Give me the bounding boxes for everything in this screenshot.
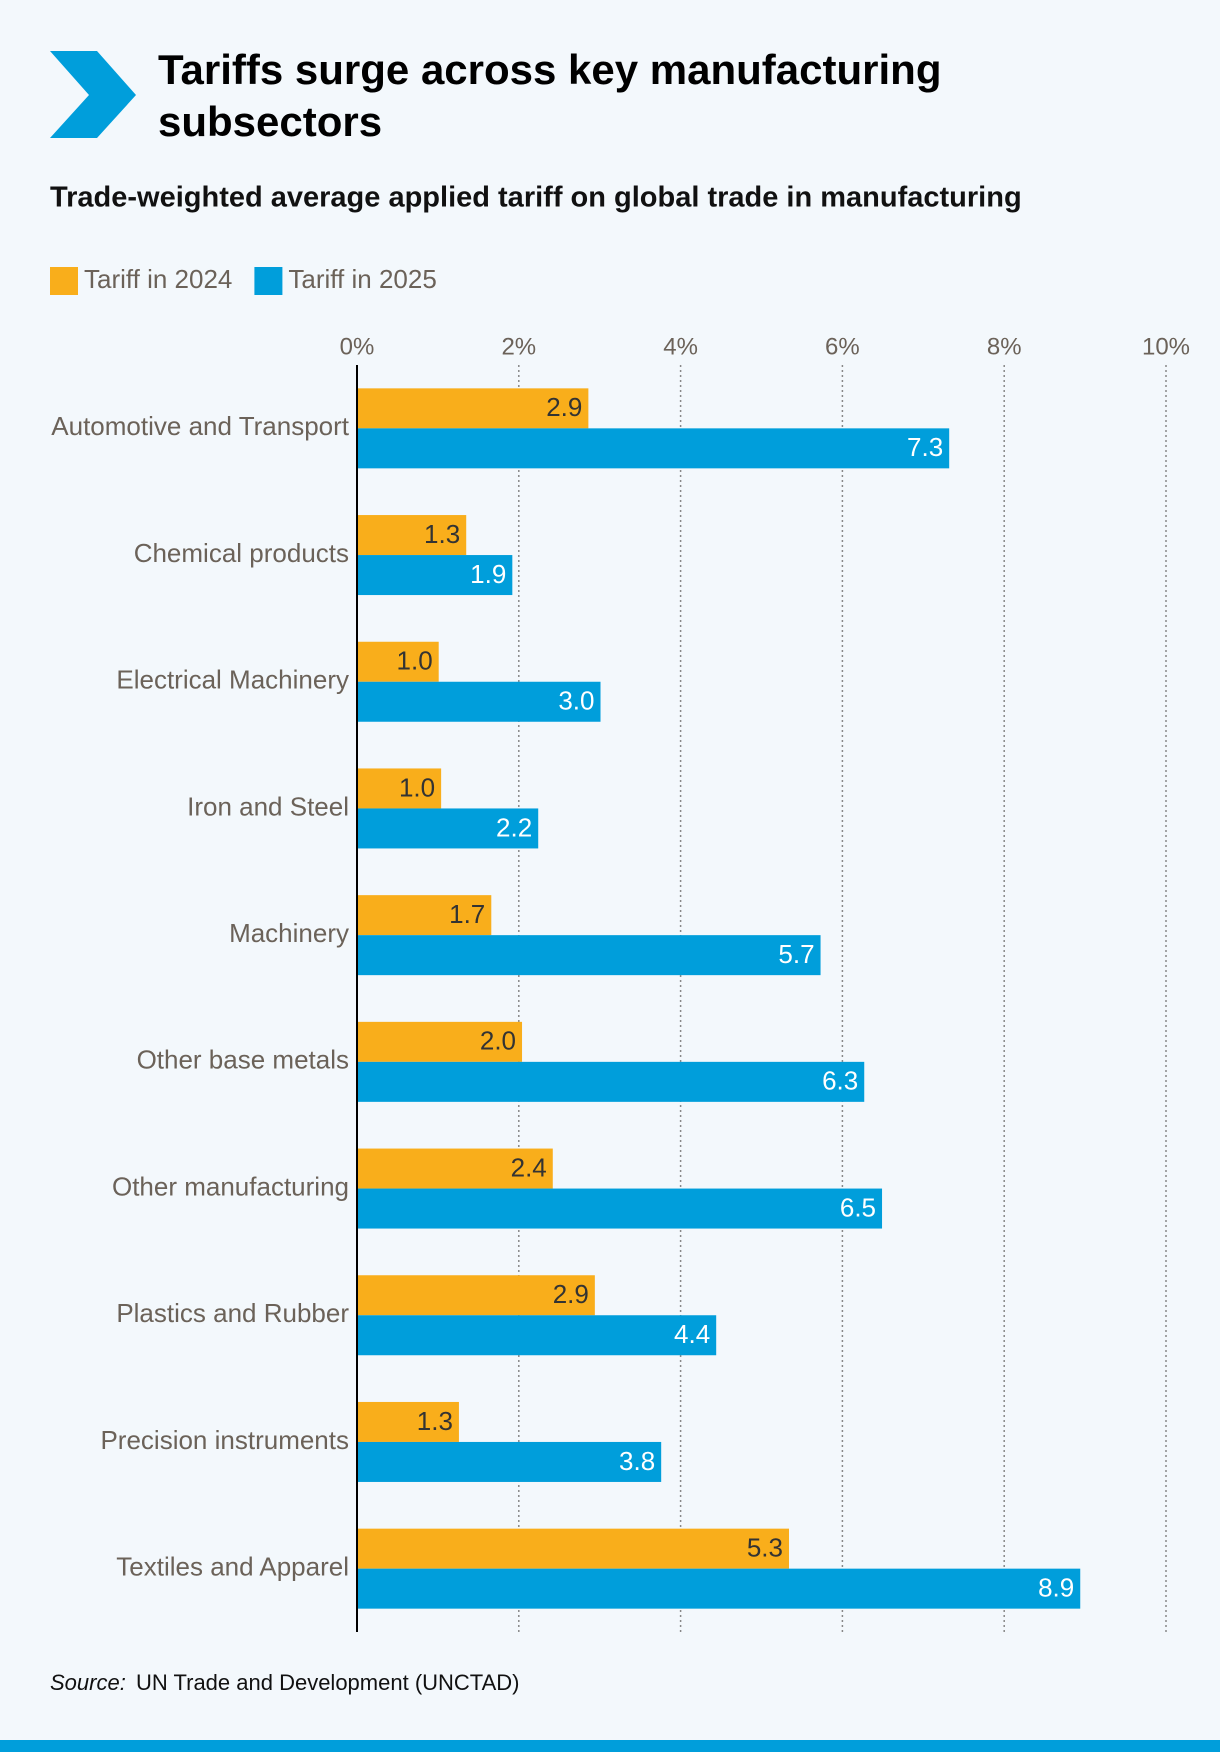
bar	[357, 1275, 595, 1316]
bottom-rule	[0, 1740, 1220, 1752]
legend-label: Tariff in 2024	[84, 264, 232, 294]
x-tick-label: 2%	[501, 333, 536, 360]
bar	[357, 1441, 662, 1482]
bar	[357, 808, 539, 849]
value-label: 6.5	[840, 1192, 876, 1222]
bar	[357, 935, 821, 976]
category-label: Textiles and Apparel	[116, 1552, 349, 1582]
bar	[357, 1021, 523, 1062]
bar	[357, 1315, 717, 1356]
legend-swatch	[50, 267, 78, 295]
value-label: 2.0	[480, 1026, 516, 1056]
bar	[357, 1061, 865, 1102]
category-label: Electrical Machinery	[116, 665, 349, 695]
bar	[357, 1528, 790, 1569]
source: UN Trade and Development (UNCTAD)	[136, 1670, 520, 1695]
bar	[357, 768, 442, 809]
value-label: 2.2	[496, 812, 532, 842]
bar	[357, 681, 601, 722]
chart-title: Tariffs surge across key manufacturing s…	[158, 46, 942, 145]
bar	[357, 895, 492, 936]
bar	[357, 388, 589, 429]
category-label: Automotive and Transport	[51, 411, 349, 441]
value-label: 1.3	[424, 519, 460, 549]
bar	[357, 515, 467, 556]
value-label: 1.7	[449, 899, 485, 929]
category-label: Iron and Steel	[187, 791, 349, 821]
legend-swatch	[254, 267, 283, 295]
chevron-icon	[50, 51, 136, 138]
category-label: Precision instruments	[100, 1425, 349, 1455]
value-label: 2.4	[511, 1152, 547, 1182]
chart-subtitle: Trade-weighted average applied tariff on…	[50, 182, 1022, 214]
value-label: 4.4	[674, 1319, 710, 1349]
value-label: 1.9	[470, 559, 506, 589]
legend-label: Tariff in 2025	[288, 264, 436, 294]
category-label: Chemical products	[134, 538, 349, 568]
bar	[357, 428, 950, 469]
value-label: 3.8	[619, 1446, 655, 1476]
bar	[357, 641, 439, 682]
category-label: Plastics and Rubber	[116, 1298, 349, 1328]
x-tick-label: 6%	[825, 333, 860, 360]
x-tick-label: 0%	[340, 333, 375, 360]
bar	[357, 1148, 553, 1189]
value-label: 3.0	[558, 686, 594, 716]
value-label: 8.9	[1038, 1573, 1074, 1603]
value-label: 5.3	[747, 1533, 783, 1563]
bar	[357, 1568, 1081, 1609]
value-label: 1.3	[417, 1406, 453, 1436]
value-label: 5.7	[778, 939, 814, 969]
category-label: Other manufacturing	[112, 1171, 349, 1201]
x-tick-label: 8%	[987, 333, 1022, 360]
value-label: 2.9	[546, 392, 582, 422]
value-label: 7.3	[907, 432, 943, 462]
x-tick-label: 10%	[1142, 333, 1190, 360]
category-label: Machinery	[229, 918, 349, 948]
category-label: Other base metals	[137, 1045, 349, 1075]
value-label: 1.0	[399, 772, 435, 802]
value-label: 6.3	[822, 1066, 858, 1096]
value-label: 2.9	[553, 1279, 589, 1309]
source-label: Source:	[50, 1670, 126, 1695]
bar	[357, 1401, 459, 1442]
bar	[357, 555, 513, 596]
bar	[357, 1188, 883, 1229]
x-tick-label: 4%	[663, 333, 698, 360]
value-label: 1.0	[397, 646, 433, 676]
